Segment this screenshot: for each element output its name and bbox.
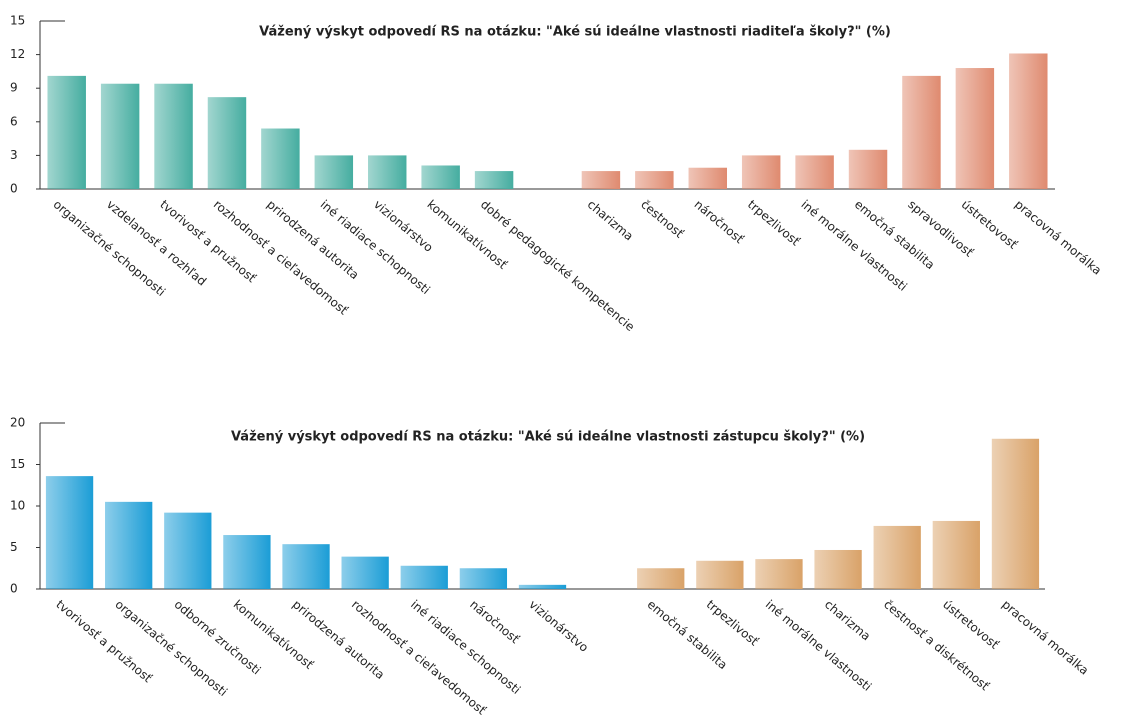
- y-tick-label: 20: [10, 416, 25, 430]
- bar: [223, 535, 271, 589]
- x-tick-label: vzdelanosť a rozhľad: [104, 197, 209, 288]
- bar: [688, 167, 727, 189]
- y-tick-label: 3: [10, 148, 18, 162]
- bar: [637, 568, 685, 589]
- bar: [45, 476, 94, 589]
- bar: [314, 155, 354, 189]
- bar: [368, 155, 407, 189]
- bar: [795, 155, 834, 189]
- bar: [261, 128, 300, 189]
- bar: [341, 556, 389, 589]
- x-tick-label: náročnosť: [692, 197, 747, 246]
- x-tick-label: pracovná morálka: [999, 597, 1091, 677]
- x-tick-label: prirodzená autorita: [264, 197, 361, 282]
- bar: [955, 68, 995, 189]
- bar: [400, 565, 448, 589]
- bar: [873, 525, 921, 589]
- x-tick-label: náročnosť: [467, 597, 522, 646]
- bar: [814, 549, 862, 589]
- bar: [282, 544, 330, 589]
- bar: [421, 165, 460, 189]
- y-tick-label: 15: [10, 14, 25, 28]
- x-tick-label: trpezlivosť: [704, 597, 761, 648]
- bar: [207, 97, 247, 189]
- x-tick-label: ústretovosť: [940, 597, 1001, 652]
- y-tick-label: 5: [10, 540, 18, 554]
- bar: [696, 560, 744, 589]
- x-tick-label: iné riadiace schopnosti: [408, 597, 523, 697]
- bar: [902, 75, 941, 189]
- bar: [100, 83, 140, 189]
- x-tick-label: čestnosť a diskrétnosť: [881, 597, 992, 693]
- y-tick-label: 0: [10, 182, 18, 196]
- x-tick-label: tvorivosť a pružnosť: [53, 597, 154, 685]
- x-tick-label: iné riadiace schopnosti: [318, 197, 433, 297]
- bar: [459, 568, 508, 589]
- x-tick-label: iné morálne vlastnosti: [763, 597, 874, 694]
- y-tick-label: 15: [10, 457, 25, 471]
- chart-title: Vážený výskyt odpovedí RS na otázku: "Ak…: [231, 430, 865, 445]
- x-tick-label: tvorivosť a pružnosť: [157, 197, 258, 285]
- y-tick-label: 12: [10, 47, 25, 61]
- y-tick-label: 10: [10, 499, 25, 513]
- y-tick-label: 9: [10, 81, 18, 95]
- x-tick-label: charizma: [585, 197, 636, 243]
- bar: [105, 501, 153, 589]
- bar: [991, 438, 1040, 589]
- x-tick-label: organizačné schopnosti: [51, 197, 169, 299]
- bar: [635, 171, 674, 189]
- x-tick-label: trpezlivosť: [745, 197, 802, 248]
- bar: [518, 584, 567, 589]
- x-tick-label: čestnosť: [638, 197, 686, 241]
- bar: [164, 512, 212, 589]
- x-tick-label: pracovná morálka: [1012, 197, 1104, 277]
- bar: [932, 520, 980, 589]
- y-tick-label: 6: [10, 114, 18, 128]
- x-tick-label: charizma: [822, 597, 873, 643]
- chart-title: Vážený výskyt odpovedí RS na otázku: "Ak…: [259, 25, 891, 40]
- bar: [741, 155, 781, 189]
- bar: [581, 171, 621, 189]
- bar: [1009, 53, 1048, 190]
- bar: [755, 559, 803, 589]
- bar: [848, 149, 888, 189]
- bar: [47, 75, 86, 189]
- x-tick-label: iné morálne vlastnosti: [798, 197, 909, 294]
- y-tick-label: 0: [10, 582, 18, 596]
- x-tick-label: organizačné schopnosti: [112, 597, 230, 699]
- x-tick-label: vizionárstvo: [526, 597, 591, 654]
- bar: [154, 83, 193, 189]
- bar: [474, 171, 514, 189]
